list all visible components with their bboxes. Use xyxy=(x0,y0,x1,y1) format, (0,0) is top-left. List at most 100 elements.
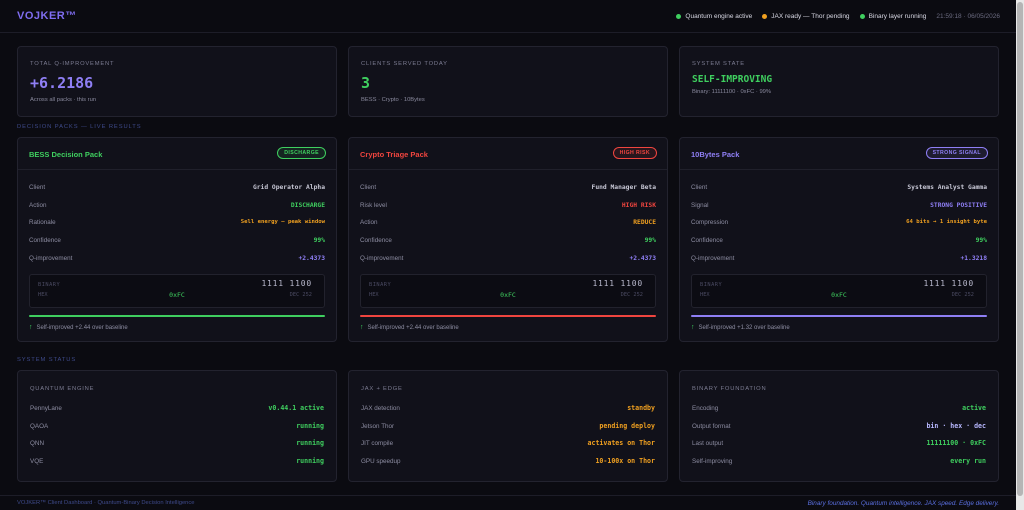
status-label: JAX ready — Thor pending xyxy=(771,12,850,20)
arrow-up-icon: ↑ xyxy=(691,324,695,331)
hex-value: 0xFC xyxy=(169,291,185,299)
kpi-value: +6.2186 xyxy=(30,74,94,92)
pack-row: Client Grid Operator Alpha xyxy=(29,182,325,192)
row-label: Client xyxy=(360,183,377,191)
binary-bits: 1111 1100 xyxy=(592,279,643,288)
row-value: REDUCE xyxy=(633,218,656,226)
kpi-total-q: Total Q-improvement +6.2186 Across all p… xyxy=(17,46,337,117)
status-label: Quantum engine active xyxy=(685,12,753,20)
row-value: active xyxy=(962,404,986,412)
row-value: running xyxy=(296,439,324,447)
row-value: +1.3218 xyxy=(960,254,987,262)
pack-row: Q-improvement +2.4373 xyxy=(360,253,656,263)
section-label-status: System status xyxy=(17,357,77,363)
note-text: Self-improved +1.32 over baseline xyxy=(698,324,790,331)
kpi-label: Total Q-improvement xyxy=(30,61,115,67)
row-value: 99% xyxy=(313,236,325,244)
pack-row: Confidence 99% xyxy=(360,235,656,245)
improvement-note: ↑ Self-improved +2.44 over baseline xyxy=(360,324,459,331)
pack-title: 10Bytes Pack xyxy=(691,150,740,159)
row-value: every run xyxy=(950,457,986,465)
row-value: Fund Manager Beta xyxy=(591,183,656,191)
footer: VOJKER™ Client Dashboard · Quantum-Binar… xyxy=(0,495,1016,510)
kpi-label: Clients served today xyxy=(361,61,448,67)
row-label: Output format xyxy=(692,422,731,430)
hex-label: HEX xyxy=(38,292,48,298)
row-value: +2.4373 xyxy=(298,254,325,262)
pack-row: Client Systems Analyst Gamma xyxy=(691,182,987,192)
kpi-sub: Binary: 11111100 · 0xFC · 99% xyxy=(692,89,772,95)
scrollbar[interactable] xyxy=(1016,0,1024,510)
status-row: Jetson Thor pending deploy xyxy=(361,421,655,431)
status-dot-icon xyxy=(859,13,865,19)
binary-readout: BINARY 1111 1100 HEX 0xFC DEC 252 xyxy=(691,274,987,308)
status-dot-icon xyxy=(762,13,768,19)
scrollbar-thumb[interactable] xyxy=(1017,2,1023,496)
row-value: DISCHARGE xyxy=(290,201,325,209)
binary-readout: BINARY 1111 1100 HEX 0xFC DEC 252 xyxy=(29,274,325,308)
pack-row: Confidence 99% xyxy=(691,235,987,245)
row-label: Signal xyxy=(691,201,709,209)
row-label: PennyLane xyxy=(30,404,62,412)
divider xyxy=(18,169,336,170)
row-label: JIT compile xyxy=(361,439,394,447)
row-label: Last output xyxy=(692,439,724,447)
row-label: Q-improvement xyxy=(29,254,73,262)
binary-label: BINARY xyxy=(700,282,723,288)
kpi-sub: Across all packs · this run xyxy=(30,97,97,103)
row-value: activates on Thor xyxy=(587,439,656,447)
app-logo: VOJKER™ xyxy=(17,10,77,22)
binary-label: BINARY xyxy=(369,282,392,288)
row-value: Systems Analyst Gamma xyxy=(907,183,987,191)
row-value: HIGH RISK xyxy=(621,201,656,209)
status-row: Encoding active xyxy=(692,403,986,413)
row-value: pending deploy xyxy=(599,422,655,430)
divider xyxy=(349,169,667,170)
pack-row: Client Fund Manager Beta xyxy=(360,182,656,192)
kpi-label: System state xyxy=(692,61,745,67)
pack-row: Rationale Sell energy — peak window xyxy=(29,217,325,227)
row-label: Self-improving xyxy=(692,457,733,465)
status-row: Self-improving every run xyxy=(692,456,986,466)
status-dot-icon xyxy=(676,13,682,19)
row-value: running xyxy=(296,422,324,430)
pack-row: Risk level HIGH RISK xyxy=(360,200,656,210)
pack-title: Crypto Triage Pack xyxy=(360,150,428,159)
status-badge: DISCHARGE xyxy=(277,147,326,159)
dec-value: DEC 252 xyxy=(620,292,643,298)
improvement-note: ↑ Self-improved +2.44 over baseline xyxy=(29,324,128,331)
progress-bar xyxy=(29,315,325,317)
status-card-title: JAX + Edge xyxy=(361,386,403,392)
status-row: JIT compile activates on Thor xyxy=(361,438,655,448)
kpi-value: SELF-IMPROVING xyxy=(692,74,773,85)
pack-row: Confidence 99% xyxy=(29,235,325,245)
pack-card-crypto: Crypto Triage Pack HIGH RISK Client Fund … xyxy=(348,137,668,342)
status-card-title: Quantum engine xyxy=(30,386,95,392)
row-label: QNN xyxy=(30,439,44,447)
status-row: QNN running xyxy=(30,438,324,448)
pack-card-10bytes: 10Bytes Pack STRONG SIGNAL Client Systems… xyxy=(679,137,999,342)
status-badge: STRONG SIGNAL xyxy=(925,147,988,159)
status-row: PennyLane v0.44.1 active xyxy=(30,403,324,413)
pack-row: Action DISCHARGE xyxy=(29,200,325,210)
status-row: JAX detection standby xyxy=(361,403,655,413)
hex-label: HEX xyxy=(369,292,379,298)
status-jax: JAX ready — Thor pending xyxy=(762,12,850,20)
pack-title: BESS Decision Pack xyxy=(29,150,103,159)
note-text: Self-improved +2.44 over baseline xyxy=(367,324,459,331)
status-badge: HIGH RISK xyxy=(612,147,657,159)
row-label: Q-improvement xyxy=(691,254,735,262)
row-label: Compression xyxy=(691,218,729,226)
row-value: running xyxy=(296,457,324,465)
row-label: Q-improvement xyxy=(360,254,404,262)
status-binary: Binary layer running xyxy=(859,12,927,20)
note-text: Self-improved +2.44 over baseline xyxy=(36,324,128,331)
status-label: Binary layer running xyxy=(868,12,927,20)
status-row: Last output 11111100 · 0xFC xyxy=(692,438,986,448)
footer-tagline: Binary foundation. Quantum intelligence.… xyxy=(807,499,999,507)
pack-row: Action REDUCE xyxy=(360,217,656,227)
status-quantum: Quantum engine active xyxy=(676,13,752,20)
row-value: 11111100 · 0xFC xyxy=(926,439,986,447)
row-value: Sell energy — peak window xyxy=(240,219,325,225)
binary-readout: BINARY 1111 1100 HEX 0xFC DEC 252 xyxy=(360,274,656,308)
